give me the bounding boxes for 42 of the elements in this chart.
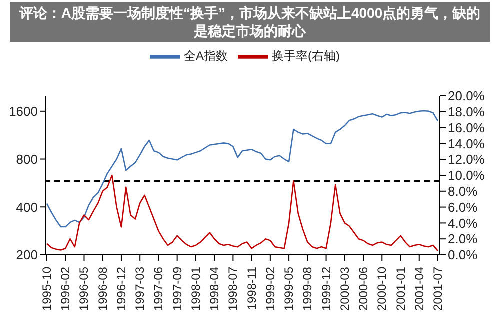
y-tick-label: 1600: [9, 104, 38, 120]
y2-tick-label: 20.0%: [448, 88, 486, 104]
x-tick-label: 1996-08: [96, 266, 110, 312]
y-tick-label: 800: [16, 152, 38, 167]
x-tick-label: 1999-05: [282, 266, 296, 312]
x-tick-label: 2000-03: [338, 266, 352, 312]
y-tick-label: 400: [16, 200, 38, 215]
line-series: [46, 174, 439, 252]
x-tick-label: 1998-11: [244, 266, 259, 310]
y2-tick-label: 2.0%: [448, 232, 478, 247]
text: 评论：A股需要一场制度性“换手”，市场从来不缺站上4000点的勇气，缺的是稳定市场的耐心: [10, 2, 490, 42]
y2-tick-label: 6.0%: [448, 200, 478, 215]
x-tick-label: 2000-10: [375, 266, 390, 312]
legend-label: 换手率(右轴): [272, 49, 340, 64]
x-tick-label: 1998-01: [188, 266, 203, 312]
y2-tick-label: 4.0%: [448, 216, 478, 231]
y2-tick-label: 12.0%: [448, 152, 486, 168]
legend-label: 全A指数: [184, 49, 228, 64]
x-tick-label: 1999-08: [300, 266, 315, 312]
y2-tick-label: 16.0%: [448, 120, 486, 136]
x-tick-label: 2000-06: [356, 266, 371, 312]
x-tick-label: 1998-04: [208, 266, 222, 312]
x-tick-label: 2001-04: [412, 266, 426, 312]
x-tick-label: 1996-02: [58, 266, 73, 312]
x-tick-label: 2001-01: [394, 266, 408, 312]
y2-tick-label: 18.0%: [448, 104, 486, 120]
x-tick-label: 1996-05: [77, 266, 92, 312]
x-tick-label: 1999-12: [319, 266, 334, 312]
x-tick-label: 1996-12: [114, 266, 128, 312]
y-tick-label: 200: [16, 248, 38, 263]
x-tick-label: 1998-07: [226, 266, 240, 312]
y2-tick-label: 0.0%: [448, 248, 478, 263]
line-series: [46, 110, 439, 228]
y2-tick-label: 10.0%: [448, 168, 486, 184]
x-tick-label: 2001-07: [431, 266, 445, 312]
x-tick-label: 1997-03: [133, 266, 148, 312]
x-tick-label: 1997-09: [170, 266, 184, 312]
x-tick-label: 1995-10: [40, 266, 54, 312]
y2-tick-label: 8.0%: [448, 184, 478, 200]
x-tick-label: 1999-02: [263, 266, 278, 312]
y2-tick-label: 14.0%: [448, 136, 486, 152]
x-tick-label: 1997-06: [152, 266, 166, 312]
